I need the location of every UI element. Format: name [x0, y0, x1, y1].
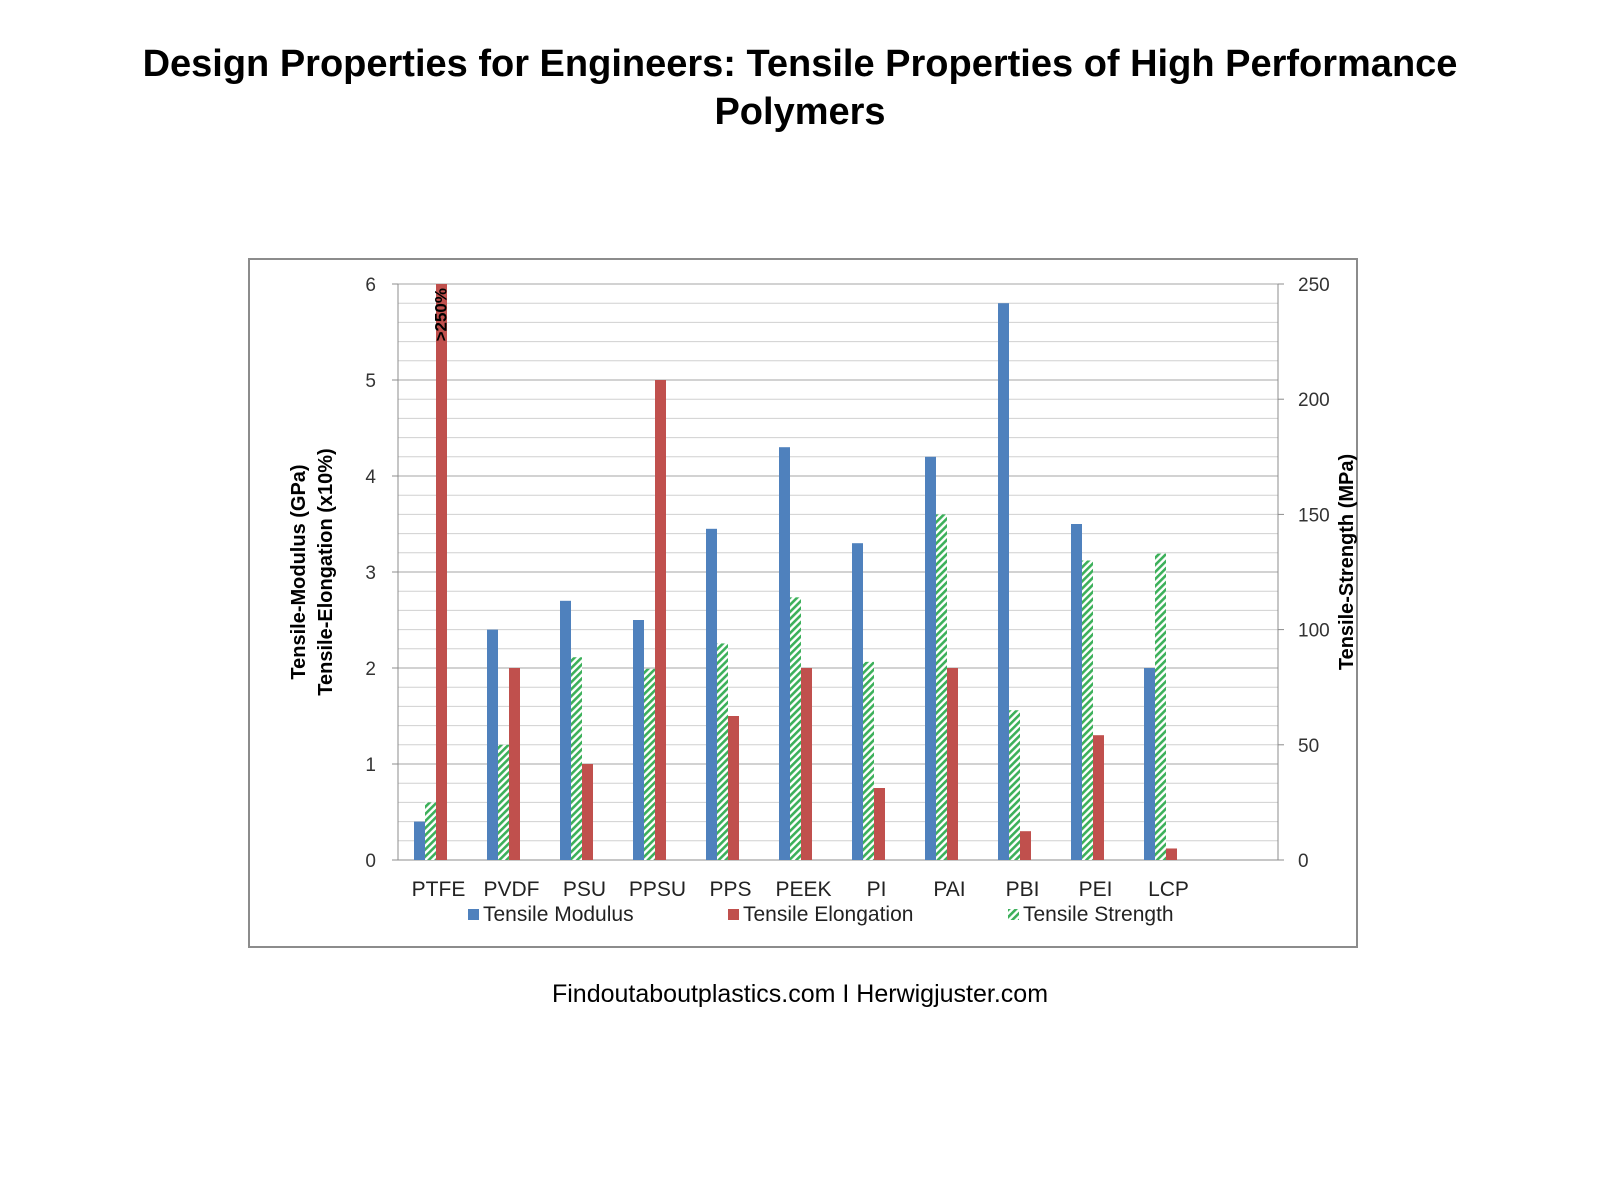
bar-tensile-modulus-pbi [998, 303, 1009, 860]
left-tick-label: 6 [365, 275, 376, 296]
left-tick-label: 0 [365, 851, 376, 872]
bar-tensile-modulus-ppsu [633, 620, 644, 860]
x-tick-label: LCP [1148, 878, 1189, 901]
x-tick-label: PEEK [775, 878, 831, 901]
right-tick-label: 250 [1298, 275, 1330, 296]
x-tick-label: PSU [563, 878, 606, 901]
bar-tensile-strength-lcp [1155, 553, 1166, 860]
bar-tensile-strength-pi [863, 661, 874, 860]
bar-tensile-strength-psu [571, 657, 582, 860]
legend-label-tensile-modulus: Tensile Modulus [483, 903, 634, 926]
bar-tensile-modulus-ptfe [414, 821, 425, 860]
chart-title-line1: Design Properties for Engineers: Tensile… [142, 43, 1458, 85]
right-tick-label: 50 [1298, 736, 1319, 757]
bar-tensile-strength-pai [936, 514, 947, 860]
bar-tensile-modulus-pei [1071, 524, 1082, 860]
left-tick-label: 2 [365, 659, 376, 680]
legend-swatch-tensile-elongation [728, 909, 739, 920]
legend-label-tensile-elongation: Tensile Elongation [743, 903, 913, 926]
right-tick-label: 0 [1298, 851, 1309, 872]
bar-tensile-elongation-lcp [1166, 848, 1177, 860]
bar-tensile-strength-ptfe [425, 802, 436, 860]
bar-tensile-strength-pvdf [498, 744, 509, 860]
bar-tensile-strength-pbi [1009, 710, 1020, 860]
bar-tensile-strength-pps [717, 643, 728, 860]
left-tick-label: 3 [365, 563, 376, 584]
bar-tensile-elongation-pei [1093, 735, 1104, 860]
x-tick-label: PPS [709, 878, 751, 901]
left-axis-title-line1: Tensile-Modulus (GPa) [288, 464, 310, 679]
chart-title: Design Properties for Engineers: Tensile… [0, 40, 1600, 136]
bar-tensile-elongation-pvdf [509, 668, 520, 860]
left-tick-label: 1 [365, 755, 376, 776]
x-tick-label: PEI [1079, 878, 1113, 901]
bar-tensile-strength-pei [1082, 560, 1093, 860]
bar-tensile-modulus-pai [925, 456, 936, 860]
bar-tensile-elongation-ppsu [655, 380, 666, 860]
right-tick-label: 200 [1298, 390, 1330, 411]
bar-tensile-modulus-peek [779, 447, 790, 860]
bar-tensile-modulus-lcp [1144, 668, 1155, 860]
bar-tensile-elongation-pai [947, 668, 958, 860]
bar-tensile-strength-ppsu [644, 668, 655, 860]
credit-text: Findoutaboutplastics.com I Herwigjuster.… [551, 980, 1049, 1008]
x-tick-label: PAI [933, 878, 965, 901]
x-tick-label: PTFE [412, 878, 466, 901]
left-tick-label: 5 [365, 371, 376, 392]
chart-title-line2: Polymers [714, 91, 886, 133]
bar-tensile-modulus-pi [852, 543, 863, 860]
legend-swatch-tensile-strength [1008, 909, 1019, 920]
bar-tensile-strength-peek [790, 597, 801, 860]
bar-tensile-elongation-pi [874, 788, 885, 860]
x-tick-label: PPSU [629, 878, 686, 901]
bar-tensile-elongation-pbi [1020, 831, 1031, 860]
legend-label-tensile-strength: Tensile Strength [1023, 903, 1174, 926]
right-tick-label: 150 [1298, 505, 1330, 526]
bar-tensile-modulus-psu [560, 600, 571, 860]
bar-tensile-elongation-pps [728, 716, 739, 860]
bar-tensile-elongation-ptfe [436, 284, 447, 860]
left-tick-label: 4 [365, 467, 376, 488]
bar-tensile-elongation-peek [801, 668, 812, 860]
annotation-over-250: >250% [432, 288, 451, 341]
x-tick-label: PBI [1006, 878, 1040, 901]
left-axis-title-line2: Tensile-Elongation (x10%) [315, 448, 337, 695]
x-tick-label: PVDF [483, 878, 539, 901]
legend-swatch-tensile-modulus [468, 909, 479, 920]
right-axis-title: Tensile-Strength (MPa) [1336, 454, 1358, 670]
bar-tensile-modulus-pvdf [487, 629, 498, 860]
x-tick-label: PI [867, 878, 887, 901]
bar-tensile-modulus-pps [706, 528, 717, 860]
right-tick-label: 100 [1298, 621, 1330, 642]
bar-tensile-elongation-psu [582, 764, 593, 860]
